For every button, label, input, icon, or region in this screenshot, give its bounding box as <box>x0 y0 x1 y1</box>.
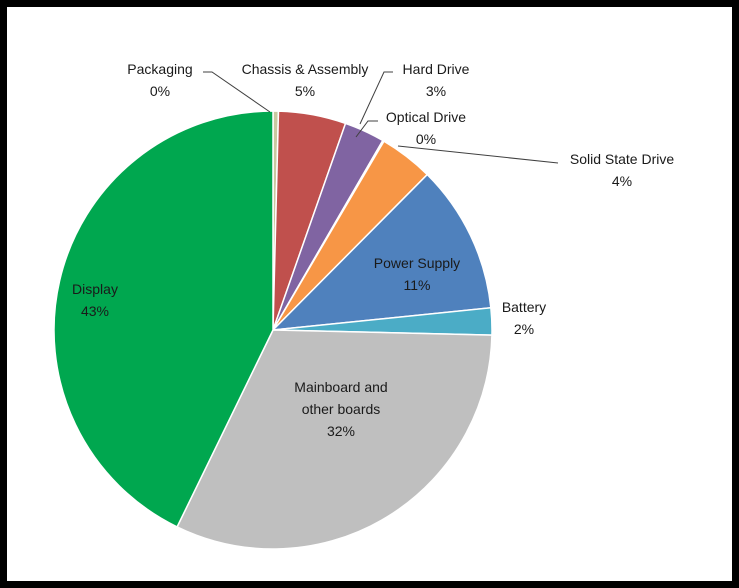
slice-value-label-display: 43% <box>81 303 109 319</box>
pie-slice-power-supply <box>270 173 492 331</box>
slice-value-label-chassis-and-assembly: 5% <box>295 83 315 99</box>
leader-line-optical-drive <box>355 120 378 138</box>
leader-line-solid-state-drive <box>397 145 559 164</box>
slice-name-label-solid-state-drive: Solid State Drive <box>570 151 674 167</box>
leader-lines <box>203 71 559 164</box>
slice-name-label-display: Display <box>72 281 118 297</box>
pie-slices <box>53 110 493 550</box>
slice-value-label-mainboard-and-other-boards: 32% <box>327 423 355 439</box>
leader-line-packaging <box>203 71 271 113</box>
pie-slice-display <box>53 110 274 528</box>
slice-name-label-battery: Battery <box>502 299 546 315</box>
slice-value-label-packaging: 0% <box>150 83 170 99</box>
slice-name-label-packaging: Packaging <box>127 61 192 77</box>
leader-line-hard-drive <box>359 71 393 125</box>
slice-value-label-battery: 2% <box>514 321 534 337</box>
slice-name-label-chassis-and-assembly: Chassis & Assembly <box>242 61 369 77</box>
slice-value-label-power-supply: 11% <box>404 277 431 293</box>
slice-name-label-hard-drive: Hard Drive <box>403 61 470 77</box>
slice-name-label-power-supply: Power Supply <box>374 255 460 271</box>
slice-name-label-optical-drive: Optical Drive <box>386 109 466 125</box>
slice-value-label-hard-drive: 3% <box>426 83 446 99</box>
slice-name-label-mainboard-and-other-boards-0: Mainboard and <box>294 379 387 395</box>
slice-value-label-optical-drive: 0% <box>416 131 436 147</box>
slice-value-label-solid-state-drive: 4% <box>612 173 632 189</box>
pie-slice-mainboard-and-other-boards <box>176 329 493 550</box>
slice-name-label-mainboard-and-other-boards-1: other boards <box>302 401 381 417</box>
slice-labels: Packaging 0% Chassis & Assembly 5% Hard Driv… <box>72 61 674 439</box>
